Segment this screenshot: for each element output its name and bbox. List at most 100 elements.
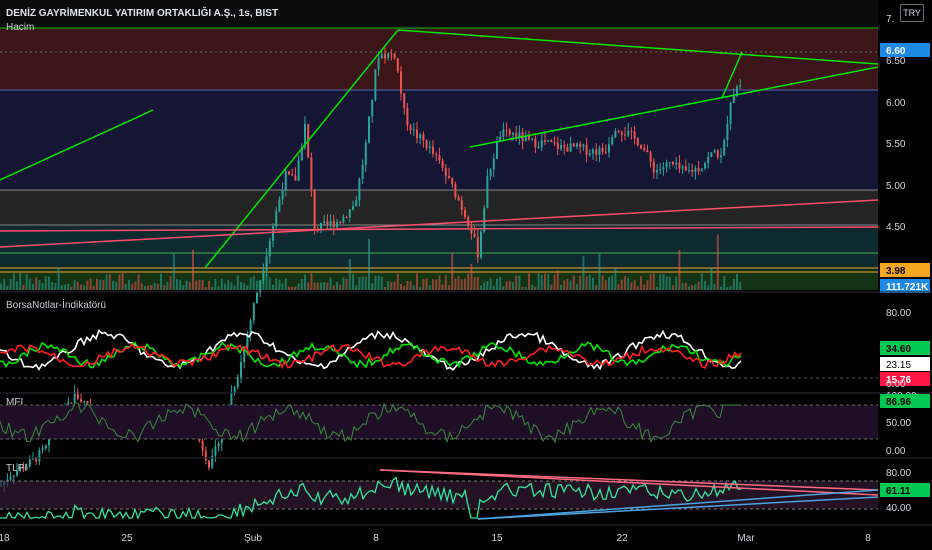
candle-body <box>524 135 527 142</box>
candle-body <box>304 123 306 148</box>
candle-body <box>672 162 674 165</box>
candle-body <box>400 71 402 94</box>
volume-bar <box>304 274 306 290</box>
volume-bar <box>611 275 614 290</box>
candle-body <box>48 436 50 446</box>
volume-bar <box>691 285 694 290</box>
tlpi-value-bg <box>880 483 930 497</box>
candle-body <box>44 445 47 449</box>
volume-bar <box>198 279 201 290</box>
zone-red <box>0 28 878 90</box>
candle-body <box>403 93 406 108</box>
volume-bar <box>214 279 217 290</box>
candle-body <box>480 231 482 258</box>
volume-bar <box>678 249 681 290</box>
volume-bar <box>115 281 118 290</box>
candle-body <box>371 99 374 117</box>
candle-body <box>470 226 473 234</box>
volume-bar <box>512 282 514 290</box>
volume-bar <box>636 286 639 290</box>
volume-bar <box>422 279 425 290</box>
candle-body <box>697 168 700 172</box>
candle-body <box>563 145 566 148</box>
volume-bar <box>604 280 607 290</box>
volume-bar <box>729 286 732 290</box>
volume-bar <box>550 284 553 290</box>
currency-button[interactable]: TRY <box>900 4 924 22</box>
volume-bar <box>425 278 428 290</box>
volume-bar <box>73 280 76 290</box>
volume-bar <box>182 285 185 290</box>
volume-bar <box>480 285 482 290</box>
volume-bar <box>169 275 172 290</box>
volume-bar <box>659 274 662 290</box>
candle-body <box>352 206 354 210</box>
volume-bar <box>556 270 559 290</box>
candle-body <box>636 138 639 146</box>
volume-badge: 111.721K <box>886 282 929 293</box>
candle-body <box>422 134 425 141</box>
candle-body <box>720 155 722 158</box>
volume-bar <box>345 278 348 290</box>
candle-body <box>384 54 386 59</box>
candle-body <box>323 221 326 224</box>
volume-bar <box>521 286 524 290</box>
candle-body <box>451 177 454 185</box>
volume-bar <box>736 273 738 290</box>
candle-body <box>243 348 246 363</box>
volume-bar <box>460 279 463 290</box>
volume-bar <box>412 285 415 290</box>
candle-body <box>572 143 575 147</box>
volume-bar <box>390 282 393 290</box>
volume-bar <box>428 285 431 290</box>
candle-body <box>476 236 479 258</box>
volume-bar <box>230 282 233 290</box>
candle-body <box>614 130 617 138</box>
volume-bar <box>515 275 518 290</box>
volume-bar <box>275 278 278 290</box>
volume-bar <box>60 285 63 290</box>
bn-value-green: 34.60 <box>886 344 911 355</box>
volume-bar <box>441 284 444 290</box>
candle-body <box>729 102 732 124</box>
volume-bar <box>54 282 57 290</box>
candle-body <box>80 399 82 402</box>
price-tick: 4.50 <box>886 222 906 233</box>
volume-bar <box>156 283 159 290</box>
volume-bar <box>393 281 396 290</box>
volume-bar <box>64 284 66 290</box>
candle-body <box>620 132 623 135</box>
candle-body <box>518 132 521 138</box>
candle-body <box>460 200 463 210</box>
volume-bar <box>310 273 313 290</box>
volume-bar <box>323 282 326 290</box>
volume-bar <box>41 283 44 290</box>
volume-bar <box>387 280 390 290</box>
volume-bar <box>224 283 226 290</box>
volume-bar <box>9 279 12 290</box>
volume-bar <box>467 273 470 290</box>
volume-bar <box>134 281 137 290</box>
volume-bar <box>294 286 297 290</box>
candle-body <box>297 160 300 181</box>
volume-bar <box>396 273 399 290</box>
volume-bar <box>291 286 294 290</box>
volume-bar <box>665 276 668 290</box>
volume-bar <box>400 283 402 290</box>
candle-body <box>688 169 690 171</box>
borsanotlar-title: BorsaNotlar-İndikatörü <box>6 300 107 311</box>
volume-bar <box>246 285 249 290</box>
candle-body <box>83 401 86 403</box>
candle-body <box>646 150 649 153</box>
volume-bar <box>326 282 329 290</box>
volume-bar <box>35 277 38 290</box>
volume-bar <box>108 274 111 290</box>
x-tick-4: 15 <box>491 533 503 544</box>
candle-body <box>41 448 44 451</box>
volume-bar <box>51 281 54 290</box>
candle-body <box>560 145 562 150</box>
candle-body <box>272 226 274 241</box>
candle-body <box>390 53 393 55</box>
volume-bar <box>259 280 262 290</box>
